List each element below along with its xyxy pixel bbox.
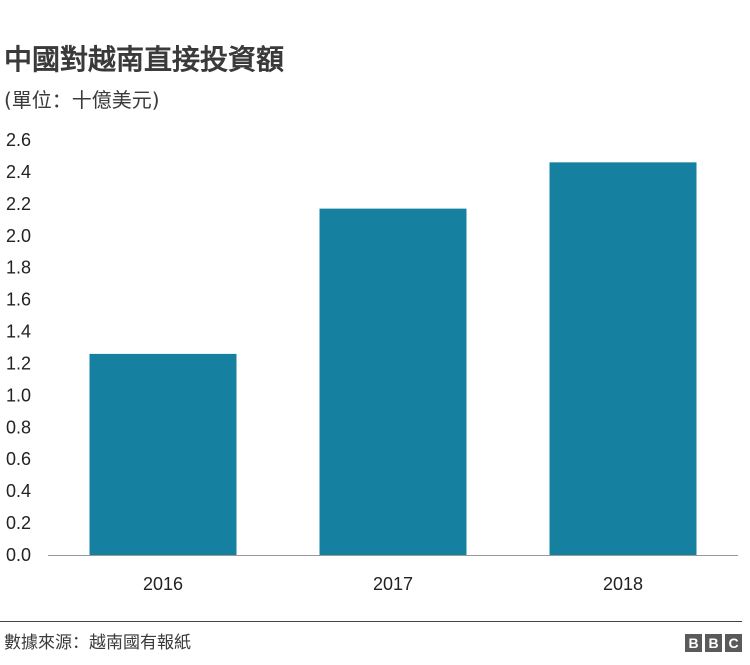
y-tick-label: 0.4 (6, 481, 31, 501)
bar-2018 (549, 162, 697, 555)
y-tick-label: 1.8 (6, 258, 31, 278)
x-tick-label: 2016 (143, 574, 183, 594)
y-tick-label: 2.4 (6, 162, 31, 182)
logo-letter-c: C (725, 634, 742, 652)
x-tick-label: 2017 (373, 574, 413, 594)
y-tick-label: 1.6 (6, 290, 31, 310)
bbc-logo: B B C (685, 634, 742, 652)
chart-title: 中國對越南直接投資額 (4, 43, 285, 76)
logo-letter-b1: B (685, 634, 702, 652)
bars (89, 162, 697, 555)
y-tick-label: 0.6 (6, 449, 31, 469)
x-axis-ticks: 2016 2017 2018 (143, 574, 643, 594)
x-tick-label: 2018 (603, 574, 643, 594)
bar-2017 (319, 208, 467, 555)
y-tick-label: 2.2 (6, 194, 31, 214)
bar-chart: 0.0 0.2 0.4 0.6 0.8 1.0 1.2 1.4 1.6 1.8 2.0 2.2 2.4 2… (6, 130, 738, 594)
bar-2016 (89, 353, 237, 555)
y-tick-label: 0.8 (6, 417, 31, 437)
y-tick-label: 1.2 (6, 353, 31, 373)
y-tick-label: 2.6 (6, 130, 31, 150)
y-tick-label: 2.0 (6, 226, 31, 246)
y-axis-ticks: 0.0 0.2 0.4 0.6 0.8 1.0 1.2 1.4 1.6 1.8 2.0 2.2 2.4 2… (6, 130, 31, 565)
logo-letter-b2: B (705, 634, 722, 652)
y-tick-label: 1.0 (6, 385, 31, 405)
y-tick-label: 1.4 (6, 322, 31, 342)
source-note: 數據來源：越南國有報紙 (4, 633, 191, 653)
footer-divider (0, 621, 742, 622)
chart-subtitle: (單位：十億美元) (4, 88, 160, 112)
y-tick-label: 0.0 (6, 545, 31, 565)
y-tick-label: 0.2 (6, 513, 31, 533)
